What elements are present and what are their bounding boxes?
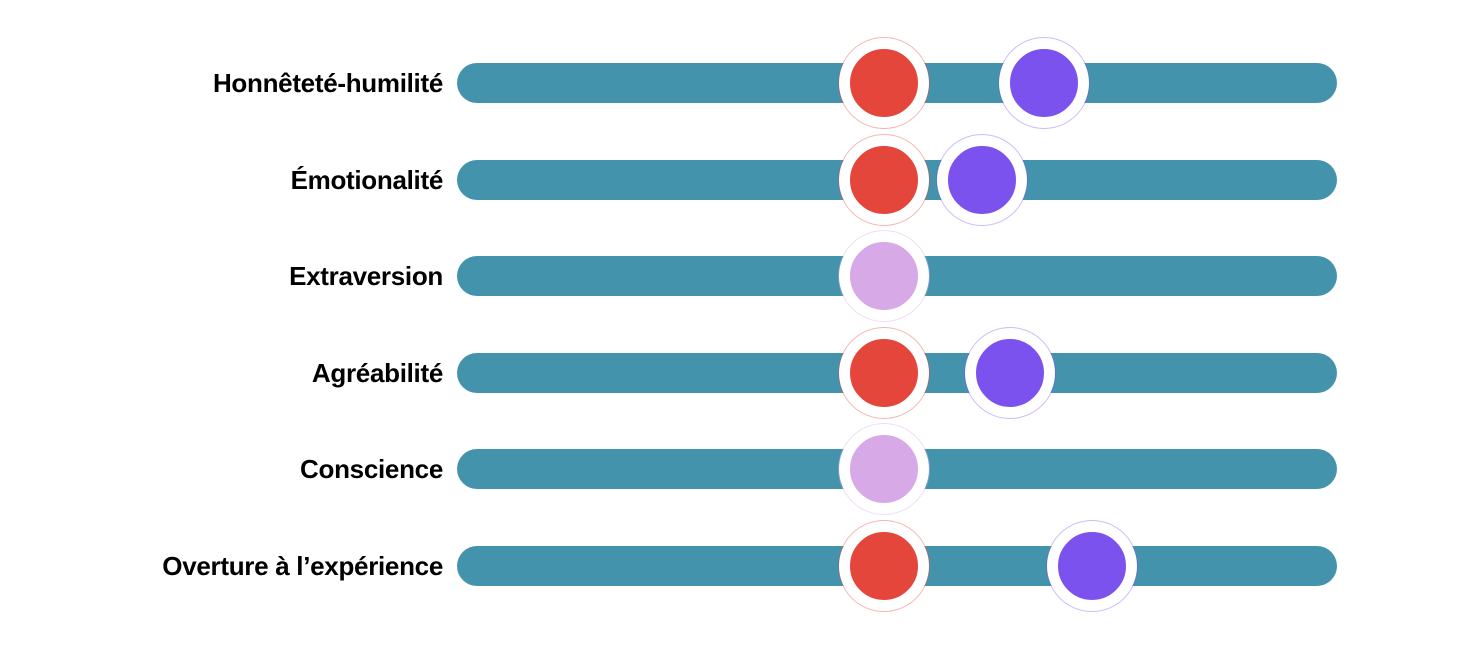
trait-track-bar [457,38,1337,128]
purple-score-dot [1047,520,1138,611]
trait-row: Extraversion [0,231,1468,321]
trait-row: Agréabilité [0,327,1468,418]
purple-score-dot [964,327,1055,418]
trait-row: Conscience [0,424,1468,514]
trait-track-bar [457,424,1337,514]
trait-track-bar [457,231,1337,321]
trait-label: Extraversion [289,261,443,291]
red-score-dot [838,38,929,128]
overlap-score-dot [838,424,929,514]
red-score-dot [838,327,929,418]
trait-label: Émotionalité [290,164,444,195]
trait-track-bar [457,327,1337,418]
trait-track-bar [457,520,1337,611]
trait-label: Agréabilité [311,357,443,388]
trait-label: Conscience [300,454,443,484]
overlap-score-dot [838,231,929,321]
red-score-dot [838,520,929,611]
hexaco-dot-chart: Honnêteté-humilité Émotionalité Extraver… [0,38,1468,611]
trait-track-bar [457,134,1337,225]
chart-rows: Honnêteté-humilité Émotionalité Extraver… [0,38,1468,611]
purple-score-dot [998,38,1089,128]
trait-label: Overture à l’expérience [162,550,443,581]
trait-row: Émotionalité [0,134,1468,225]
red-score-dot [838,134,929,225]
trait-row: Overture à l’expérience [0,520,1468,611]
purple-score-dot [937,134,1028,225]
trait-row: Honnêteté-humilité [0,38,1468,128]
trait-label: Honnêteté-humilité [212,68,443,98]
